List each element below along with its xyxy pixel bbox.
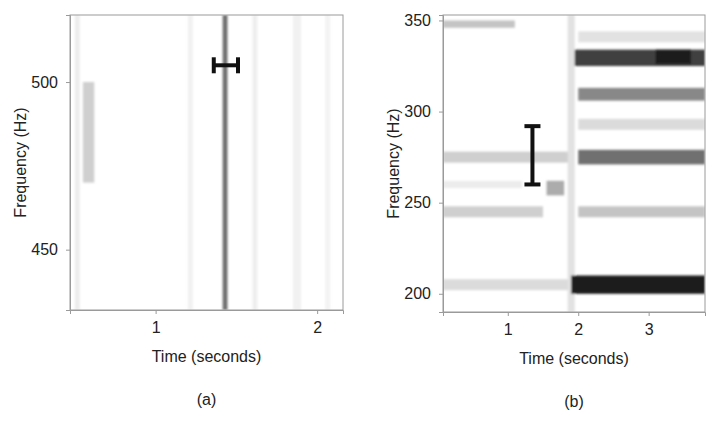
tick-label: 3 — [645, 321, 654, 338]
tick-mark — [508, 312, 509, 316]
tracks — [75, 15, 330, 310]
tick: 250 — [404, 194, 443, 211]
plot-frame — [70, 15, 343, 310]
spectral-track — [575, 50, 705, 66]
axis-line — [66, 16, 71, 311]
tick: 1 — [152, 310, 161, 336]
spectral-track — [325, 15, 330, 310]
spectral-track — [443, 279, 571, 290]
tick-label: 500 — [31, 74, 58, 91]
panel-label: (a) — [197, 391, 217, 408]
y-axis-title: Frequency (Hz) — [385, 108, 402, 218]
x-axis-title: Time (seconds) — [519, 350, 629, 367]
spectral-track — [188, 15, 193, 310]
tick-label: 200 — [404, 285, 431, 302]
spectral-track — [443, 20, 515, 27]
tick-mark — [439, 20, 443, 21]
bracket-part — [212, 57, 216, 73]
tracks — [443, 15, 705, 312]
spectral-track — [75, 15, 80, 310]
spectral-track — [568, 15, 575, 312]
spectral-track — [571, 276, 705, 294]
bracket-part — [524, 124, 540, 128]
spectral-track — [547, 181, 565, 196]
tick-label: 1 — [152, 319, 161, 336]
spectral-track — [578, 31, 705, 42]
bracket — [214, 57, 238, 73]
spectral-track — [443, 152, 571, 163]
tick: 500 — [31, 74, 70, 91]
tick-mark — [649, 312, 650, 316]
y-axis: 200 250 300 350 — [404, 12, 443, 312]
spectral-track — [443, 206, 543, 217]
tick: 350 — [404, 12, 443, 29]
x-axis: 12 — [71, 310, 344, 336]
tick-label: 250 — [404, 194, 431, 211]
panel: 1 2 3 200 250 300 350 Time (seconds) Frequency (… — [385, 12, 705, 410]
y-axis: 450 500 — [31, 16, 70, 311]
bracket — [524, 126, 540, 184]
tick-mark — [156, 310, 157, 314]
tick-mark — [439, 294, 443, 295]
spectral-track — [578, 88, 705, 101]
tick-label: 300 — [404, 103, 431, 120]
tick: 200 — [404, 285, 443, 302]
plot-area — [443, 15, 705, 312]
tick: 300 — [404, 103, 443, 120]
axis-line — [439, 16, 444, 313]
tick-label: 350 — [404, 12, 431, 29]
y-axis-title: Frequency (Hz) — [12, 107, 29, 217]
tick: 2 — [313, 310, 322, 336]
spectral-track — [293, 15, 301, 310]
spectral-track — [223, 15, 228, 310]
tick-mark — [439, 112, 443, 113]
tick-label: 2 — [574, 321, 583, 338]
plot-frame — [443, 15, 705, 312]
panel-label: (b) — [564, 393, 584, 410]
spectral-track — [578, 119, 705, 130]
spectral-track — [656, 50, 691, 65]
bracket-part — [214, 63, 238, 67]
figure: 12450500Time (seconds)Frequency (Hz)(a)1… — [0, 0, 712, 422]
tick-mark — [317, 310, 318, 314]
tick-label: 1 — [504, 321, 513, 338]
tick: 1 — [504, 312, 513, 338]
bracket-part — [524, 182, 540, 186]
spectral-track — [83, 82, 94, 183]
tick-label: 2 — [313, 319, 322, 336]
tick: 450 — [31, 241, 70, 258]
tick-mark — [66, 82, 70, 83]
spectral-track — [578, 206, 705, 217]
plot-area — [75, 15, 330, 310]
tick-mark — [66, 250, 70, 251]
tick-label: 450 — [31, 241, 58, 258]
bracket-part — [530, 126, 534, 184]
tick: 3 — [645, 312, 654, 338]
spectral-track — [443, 181, 522, 188]
spectral-track — [253, 15, 258, 310]
tick-mark — [439, 203, 443, 204]
tick: 2 — [574, 312, 583, 338]
x-axis: 1 2 3 — [444, 312, 706, 338]
x-axis-title: Time (seconds) — [152, 348, 262, 365]
spectral-track — [578, 150, 705, 165]
bracket-part — [236, 57, 240, 73]
tick-mark — [578, 312, 579, 316]
panel: 12450500Time (seconds)Frequency (Hz)(a) — [12, 15, 343, 408]
axis-line — [71, 311, 344, 315]
axis-line — [444, 313, 706, 317]
